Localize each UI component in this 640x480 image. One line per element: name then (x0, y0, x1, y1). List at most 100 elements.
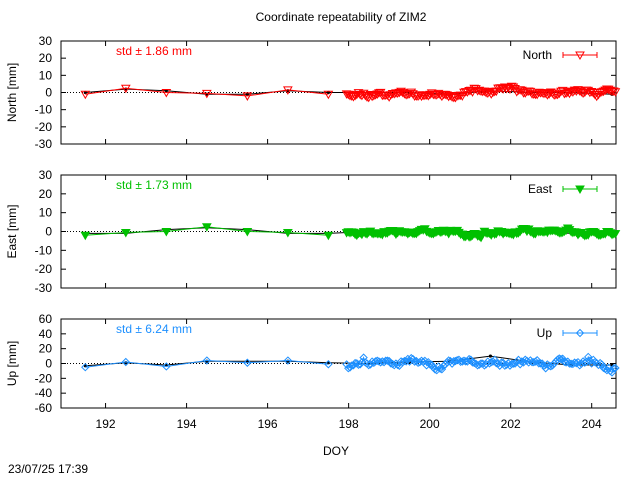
std-label-north: std ± 1.86 mm (116, 44, 192, 58)
data-point-up (546, 362, 555, 371)
data-point-up (81, 363, 90, 372)
y-tick-label-north: 20 (39, 51, 53, 65)
x-tick-label: 198 (339, 417, 359, 431)
data-point-east (323, 231, 334, 241)
data-point-north (540, 89, 551, 98)
data-point-up (463, 357, 472, 366)
y-tick-label-east: -10 (35, 243, 53, 257)
y-tick-label-up: 40 (39, 327, 53, 341)
data-point-north (501, 84, 512, 94)
y-tick-label-up: -60 (35, 401, 53, 415)
y-tick-label-north: 10 (39, 68, 53, 82)
data-point-up (121, 357, 131, 367)
data-point-east (242, 228, 253, 237)
data-point-up (400, 356, 409, 366)
data-point-up (243, 358, 252, 367)
timestamp: 23/07/25 17:39 (8, 462, 89, 476)
y-tick-label-north: -30 (35, 137, 53, 151)
data-point-north (120, 84, 131, 94)
data-point-north (282, 86, 293, 95)
y-tick-label-north: -10 (35, 103, 53, 117)
data-point-up (585, 356, 595, 365)
y-tick-label-east: 20 (39, 187, 53, 201)
data-point-east (201, 223, 212, 232)
data-point-up (408, 354, 418, 364)
y-tick-label-up: -40 (35, 386, 53, 400)
data-point-up (354, 360, 363, 369)
y-tick-label-east: 0 (45, 225, 52, 239)
y-tick-label-up: 60 (39, 312, 53, 326)
x-tick-label: 194 (177, 417, 197, 431)
data-point-up (390, 360, 399, 370)
y-tick-label-north: -20 (35, 120, 53, 134)
x-tick-label: 196 (258, 417, 278, 431)
data-point-north (353, 89, 364, 98)
data-point-up (374, 357, 384, 366)
data-point-north (242, 92, 253, 101)
data-point-east (610, 230, 621, 239)
data-point-north (360, 91, 371, 101)
data-point-up (560, 357, 569, 367)
data-point-up (534, 359, 544, 368)
data-point-up (451, 356, 460, 366)
x-tick-label: 204 (582, 417, 602, 431)
data-point-north (201, 89, 212, 99)
std-label-east: std ± 1.73 mm (116, 178, 192, 192)
daily-point-up (488, 354, 493, 358)
data-point-east (80, 231, 91, 241)
data-point-east (161, 228, 172, 237)
y-tick-label-north: 30 (39, 34, 53, 48)
data-point-north (610, 88, 621, 97)
data-point-north (450, 93, 461, 103)
y-axis-label-east: East [mm] (5, 204, 19, 258)
sub-daily-line-early-up (85, 360, 329, 368)
data-point-north (348, 93, 359, 102)
data-point-up (536, 359, 545, 368)
data-point-north (552, 90, 563, 100)
data-point-up (442, 357, 452, 367)
x-axis-label: DOY (323, 444, 349, 458)
sub-daily-line-early-north (85, 87, 329, 97)
data-point-up (584, 352, 593, 362)
data-point-up (487, 357, 496, 367)
legend-marker-up (575, 328, 585, 338)
data-point-north (479, 87, 490, 97)
data-point-north (365, 91, 376, 100)
y-tick-label-north: 0 (45, 86, 52, 100)
data-point-north (474, 86, 485, 96)
data-point-up (470, 358, 479, 368)
panel-east: -30 -20 -10 0 10 20 30 East [mm] std ± 1.73 mm Ea… (5, 168, 621, 295)
data-point-north (323, 90, 334, 100)
data-point-up (162, 362, 171, 371)
y-tick-label-east: -30 (35, 281, 53, 295)
data-point-north (598, 87, 609, 97)
legend-marker-north (575, 51, 585, 61)
data-point-up (381, 356, 390, 365)
data-point-up (427, 360, 436, 369)
data-point-north (591, 92, 602, 102)
data-point-east (120, 228, 131, 238)
y-axis-label-up: Up [mm] (5, 341, 19, 386)
data-point-up (447, 359, 457, 368)
y-tick-label-up: -20 (35, 371, 53, 385)
data-point-east (282, 228, 293, 238)
data-point-north (578, 89, 588, 99)
panel-north: -30 -20 -10 0 10 20 30 North [mm] std ± 1.86 mm N… (5, 34, 621, 151)
data-point-up (604, 363, 613, 372)
data-point-up (371, 357, 380, 366)
data-point-up (597, 360, 607, 369)
data-point-up (202, 356, 212, 365)
data-point-north (542, 91, 553, 100)
data-point-up (515, 360, 525, 369)
data-point-north (414, 91, 425, 100)
legend-label-north: North (523, 48, 552, 62)
data-point-up (345, 363, 355, 372)
y-tick-label-east: -20 (35, 262, 53, 276)
data-point-up (594, 360, 603, 370)
data-point-north (506, 82, 517, 92)
data-point-up (509, 359, 518, 368)
data-point-up (344, 363, 353, 373)
